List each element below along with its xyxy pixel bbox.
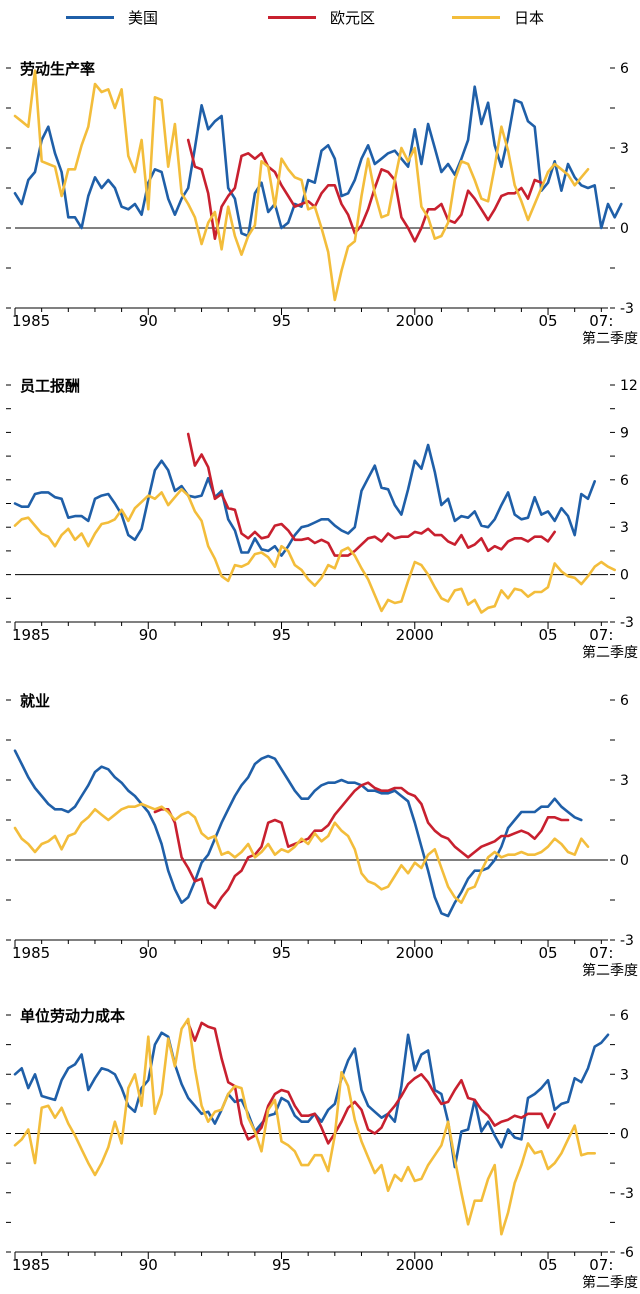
x-tick-label: 07: [589,1256,613,1274]
y-tick-label: 6 [620,61,629,77]
x-tick-label: 07: [589,312,613,330]
series-line-euro [153,781,570,910]
x-tick-label: 1985 [12,312,50,330]
x-tick-label: 07: [589,626,613,644]
x-end-note: 第二季度 [582,1274,638,1291]
y-tick-label: 3 [620,141,629,157]
x-tick-label: 90 [139,944,158,962]
x-end-note: 第二季度 [582,644,638,661]
y-tick-label: 6 [620,1008,629,1024]
legend-swatch-euro [268,15,316,19]
series-line-us [13,749,583,918]
y-tick-label: 9 [620,425,629,441]
series-line-us [13,1031,610,1169]
y-tick-label: 12 [620,378,638,394]
y-tick-label: -3 [620,615,634,631]
x-tick-label: 07: [589,944,613,962]
legend: 美国 欧元区 日本 [0,0,640,34]
x-end-note: 第二季度 [582,962,638,979]
x-tick-label: 90 [139,312,158,330]
x-tick-label: 95 [272,626,291,644]
x-tick-label: 1985 [12,1256,50,1274]
x-tick-label: 95 [272,1256,291,1274]
legend-swatch-us [66,15,114,19]
y-tick-label: 0 [620,568,629,584]
y-tick-label: -3 [620,301,634,317]
panel-title: 员工报酬 [20,377,80,395]
series-line-us [13,85,623,238]
x-tick-label: 90 [139,1256,158,1274]
legend-label-us: 美国 [128,8,159,27]
legend-label-euro: 欧元区 [330,8,376,27]
y-tick-label: 0 [620,221,629,237]
series-line-us [13,443,597,557]
y-tick-label: -6 [620,1245,634,1261]
x-tick-label: 95 [272,944,291,962]
x-end-note: 第二季度 [582,330,638,347]
x-tick-label: 2000 [396,312,434,330]
x-tick-label: 1985 [12,944,50,962]
panel-title: 劳动生产率 [20,60,95,78]
legend-label-japan: 日本 [514,8,545,27]
x-tick-label: 95 [272,312,291,330]
y-tick-label: -3 [620,1186,634,1202]
y-tick-label: 6 [620,473,629,489]
panel-title: 就业 [20,692,50,710]
y-tick-label: 6 [620,693,629,709]
x-tick-label: 05 [538,1256,557,1274]
series-line-japan [13,69,590,302]
y-tick-label: 0 [620,1127,629,1143]
series-line-euro [186,432,557,557]
x-tick-label: 2000 [396,626,434,644]
y-tick-label: 3 [620,520,629,536]
x-tick-label: 05 [538,944,557,962]
legend-item-japan: 日本 [452,6,544,28]
series-line-japan [13,487,617,614]
y-tick-label: 3 [620,773,629,789]
x-tick-label: 90 [139,626,158,644]
x-tick-label: 05 [538,626,557,644]
legend-item-euro: 欧元区 [268,6,375,28]
x-tick-label: 2000 [396,944,434,962]
legend-swatch-japan [452,15,500,19]
legend-item-us: 美国 [66,6,158,28]
series-line-euro [186,1021,557,1145]
x-tick-label: 1985 [12,626,50,644]
panel-title: 单位劳动力成本 [20,1007,125,1025]
y-tick-label: 0 [620,853,629,869]
series-line-euro [186,138,543,243]
x-tick-label: 05 [538,312,557,330]
series-line-japan [13,1017,597,1236]
y-tick-label: 3 [620,1067,629,1083]
y-tick-label: -3 [620,933,634,949]
x-tick-label: 2000 [396,1256,434,1274]
series-line-japan [13,802,590,905]
